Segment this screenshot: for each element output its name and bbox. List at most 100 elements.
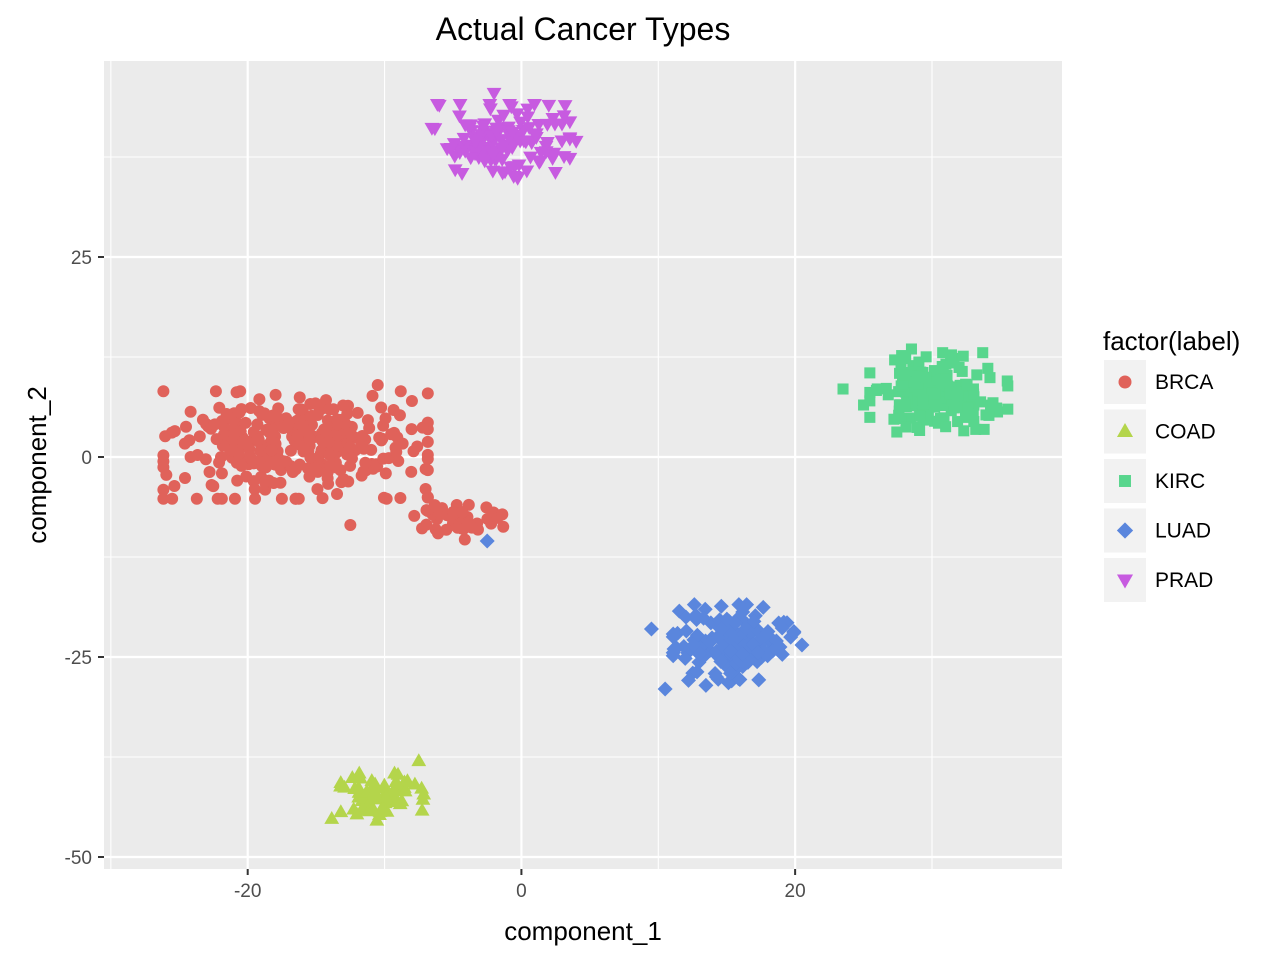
data-point <box>882 389 894 401</box>
data-point <box>364 773 380 786</box>
data-point <box>211 492 224 505</box>
data-point <box>356 429 369 442</box>
data-point <box>157 483 170 496</box>
data-point <box>267 410 280 423</box>
data-point <box>692 646 708 662</box>
data-point <box>408 509 421 522</box>
data-point <box>431 99 447 113</box>
data-point <box>228 492 241 505</box>
data-point <box>349 806 365 820</box>
data-point <box>456 132 472 146</box>
data-point <box>665 626 681 642</box>
data-point <box>427 123 443 137</box>
data-point <box>541 99 557 113</box>
data-point <box>985 399 997 411</box>
data-point <box>394 385 407 398</box>
data-point <box>419 463 432 475</box>
data-point <box>937 347 949 359</box>
data-point <box>337 399 350 412</box>
data-point <box>208 418 221 431</box>
data-point <box>691 654 707 670</box>
data-point <box>232 447 245 460</box>
data-point <box>758 627 774 643</box>
data-point <box>495 167 511 181</box>
data-point <box>157 385 170 398</box>
data-point <box>889 354 901 366</box>
data-point <box>900 421 912 433</box>
data-point <box>897 378 909 390</box>
x-tick-label: 0 <box>516 881 527 902</box>
data-point <box>746 613 762 629</box>
data-point <box>184 405 197 418</box>
data-point <box>722 643 738 659</box>
data-point <box>327 403 340 416</box>
data-point <box>937 362 949 374</box>
data-point <box>210 433 223 446</box>
data-point <box>282 417 295 430</box>
data-point <box>203 466 216 479</box>
data-point <box>468 136 483 149</box>
data-point <box>689 612 705 628</box>
data-point <box>732 671 748 687</box>
legend-title: factor(label) <box>1103 326 1240 356</box>
y-tick-label: -25 <box>65 648 92 669</box>
data-point <box>677 650 693 666</box>
data-point <box>562 152 578 166</box>
data-point <box>521 122 537 135</box>
data-point <box>457 119 473 133</box>
data-point <box>416 522 429 535</box>
data-point <box>240 470 253 483</box>
data-point <box>858 399 870 411</box>
data-point <box>379 412 392 425</box>
legend: factor(label) BRCA COAD KIRC LUAD PRAD <box>1103 326 1240 602</box>
data-point <box>968 388 980 400</box>
data-point <box>689 664 705 680</box>
data-point <box>523 151 538 165</box>
y-tick-label: 0 <box>81 448 92 469</box>
legend-marker <box>1116 423 1134 437</box>
data-point <box>513 116 528 130</box>
data-point <box>393 409 406 422</box>
data-point <box>463 152 479 166</box>
data-point <box>252 433 265 446</box>
data-point <box>496 508 509 521</box>
data-point <box>361 414 374 427</box>
data-point <box>343 441 356 454</box>
data-point <box>457 140 472 154</box>
data-point <box>477 155 493 169</box>
data-point <box>227 428 240 441</box>
data-point <box>366 389 379 402</box>
data-point <box>199 453 212 466</box>
data-point <box>452 110 467 124</box>
data-point <box>347 781 363 794</box>
data-point <box>309 397 322 410</box>
data-point <box>864 411 876 423</box>
x-axis-title: component_1 <box>504 916 662 946</box>
data-point <box>548 166 563 180</box>
data-point <box>311 483 324 496</box>
data-point <box>330 461 343 474</box>
data-point <box>196 413 209 426</box>
data-point <box>235 459 248 472</box>
data-point <box>258 407 271 420</box>
data-point <box>713 653 729 669</box>
data-point <box>244 402 257 415</box>
data-point <box>414 780 430 794</box>
data-point <box>837 383 849 395</box>
data-point <box>503 161 519 175</box>
data-point <box>496 109 512 123</box>
data-point <box>237 434 250 447</box>
data-point <box>519 165 535 179</box>
data-point <box>755 599 771 615</box>
data-point <box>708 669 724 685</box>
data-point <box>494 142 510 156</box>
data-point <box>275 492 288 505</box>
data-point <box>940 421 952 433</box>
data-point <box>331 487 344 500</box>
data-point <box>952 416 964 428</box>
data-point <box>527 98 542 112</box>
x-tick-label: 20 <box>785 881 806 902</box>
data-point <box>405 395 418 407</box>
data-point <box>405 423 418 436</box>
series-brca <box>157 379 510 546</box>
